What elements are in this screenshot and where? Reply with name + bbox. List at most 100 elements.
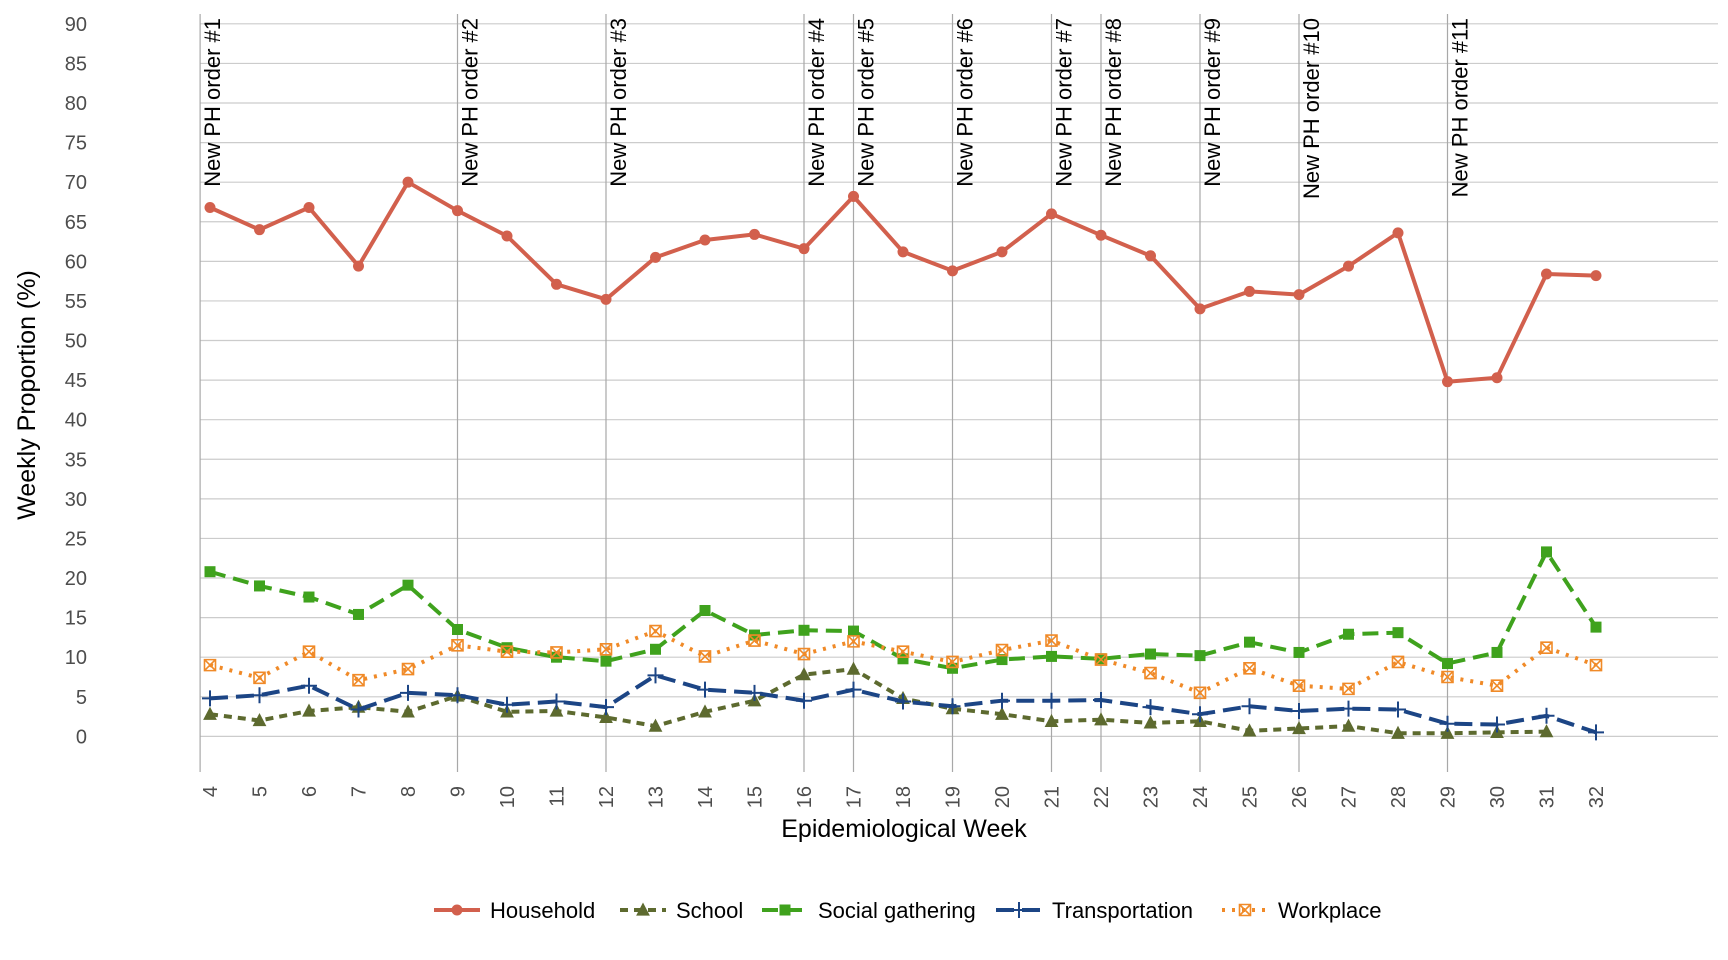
y-tick-label: 75 xyxy=(65,133,87,155)
x-tick-label: 5 xyxy=(250,786,272,797)
data-point-transportation xyxy=(697,681,713,698)
x-tick-label: 12 xyxy=(596,786,618,808)
x-tick-label: 21 xyxy=(1042,786,1064,808)
y-tick-label: 70 xyxy=(65,172,87,194)
data-point-transportation xyxy=(796,692,812,709)
y-tick-label: 5 xyxy=(76,687,87,709)
order-marker-layer: New PH order #1 New PH order #2 New PH ord… xyxy=(199,14,1473,772)
series-transportation xyxy=(202,667,1604,741)
data-point-workplace xyxy=(847,635,860,648)
data-point-social-gathering xyxy=(254,580,265,592)
data-point-workplace xyxy=(1243,661,1256,675)
legend-item-social-gathering: Social gathering xyxy=(762,898,976,923)
data-point-social-gathering xyxy=(600,655,612,667)
x-tick-label: 29 xyxy=(1438,786,1460,808)
data-point-household xyxy=(551,278,562,290)
data-point-household xyxy=(1145,250,1156,262)
data-point-household xyxy=(402,176,414,188)
data-point-social-gathering xyxy=(452,623,463,635)
data-point-school xyxy=(252,713,267,727)
y-tick-label: 10 xyxy=(65,647,87,669)
x-tick-label: 4 xyxy=(200,786,222,797)
data-point-transportation xyxy=(449,687,466,704)
data-point-workplace xyxy=(550,646,563,659)
data-point-school xyxy=(995,706,1009,720)
data-point-workplace xyxy=(253,671,266,685)
data-point-workplace xyxy=(1094,653,1108,666)
y-tick-label: 20 xyxy=(65,568,87,590)
data-point-workplace xyxy=(599,642,613,656)
data-point-workplace xyxy=(698,650,712,663)
data-point-social-gathering xyxy=(1293,646,1305,658)
data-point-school xyxy=(648,718,663,732)
data-point-transportation xyxy=(944,698,961,715)
data-point-school xyxy=(203,706,217,720)
x-tick-label: 20 xyxy=(992,786,1014,808)
legend-label-school: School xyxy=(676,898,743,923)
x-tick-label: 10 xyxy=(497,786,519,808)
data-point-workplace xyxy=(748,634,761,647)
series-workplace xyxy=(203,624,1603,700)
data-point-social-gathering xyxy=(402,579,414,591)
x-tick-label: 8 xyxy=(398,786,420,797)
data-point-social-gathering xyxy=(996,654,1008,666)
y-axis-title: Weekly Proportion (%) xyxy=(13,270,41,520)
data-point-workplace xyxy=(1292,679,1306,693)
y-tick-label: 25 xyxy=(65,528,87,550)
data-point-workplace xyxy=(896,645,910,658)
x-tick-label: 11 xyxy=(547,786,569,807)
data-point-school xyxy=(797,667,811,681)
data-point-household xyxy=(1194,303,1206,315)
data-point-social-gathering xyxy=(947,662,958,674)
legend-item-household: Household xyxy=(434,898,595,923)
data-point-household xyxy=(996,246,1008,258)
x-tick-label: 18 xyxy=(893,786,915,808)
data-point-school xyxy=(401,704,415,718)
data-point-household xyxy=(452,205,463,217)
data-point-school xyxy=(1292,720,1306,735)
data-point-workplace xyxy=(500,645,514,658)
order-marker-label: New PH order #7 xyxy=(1052,18,1077,187)
data-point-workplace xyxy=(1193,686,1207,700)
data-point-school xyxy=(1341,718,1356,732)
data-point-social-gathering xyxy=(1541,546,1552,558)
y-tick-label: 45 xyxy=(65,370,87,392)
data-point-transportation xyxy=(895,693,911,710)
data-point-workplace xyxy=(1391,655,1405,669)
data-point-household xyxy=(1491,372,1503,384)
data-point-household xyxy=(501,230,513,242)
data-point-transportation xyxy=(1390,701,1406,718)
y-tick-label: 40 xyxy=(65,410,87,432)
legend-item-school: School xyxy=(620,898,743,923)
data-point-workplace xyxy=(995,643,1009,657)
x-tick-label: 16 xyxy=(794,786,816,808)
x-tick-label: 30 xyxy=(1487,786,1509,808)
series-layer xyxy=(202,176,1604,741)
data-point-transportation xyxy=(598,699,614,716)
series-school xyxy=(203,661,1554,739)
data-point-transportation xyxy=(1142,699,1159,716)
order-marker-label: New PH order #1 xyxy=(200,18,225,187)
data-point-household xyxy=(1541,268,1552,280)
x-tick-label: 32 xyxy=(1586,786,1608,808)
series-line-household xyxy=(209,180,1597,384)
data-point-household xyxy=(749,228,760,240)
data-point-school xyxy=(698,704,712,718)
data-point-social-gathering xyxy=(650,643,661,655)
data-point-household xyxy=(897,246,909,258)
data-point-workplace xyxy=(649,624,662,638)
series-line-school xyxy=(209,667,1547,736)
data-point-household xyxy=(1244,285,1255,297)
legend-label-workplace: Workplace xyxy=(1278,898,1382,923)
data-point-school xyxy=(549,703,564,717)
data-point-workplace xyxy=(1045,634,1058,647)
x-tick-label: 22 xyxy=(1091,786,1113,808)
data-point-workplace xyxy=(1490,679,1504,693)
data-point-household xyxy=(204,202,216,214)
data-point-household xyxy=(254,224,265,236)
data-point-social-gathering xyxy=(1442,658,1453,670)
x-tick-label: 6 xyxy=(299,786,321,797)
data-point-household xyxy=(353,260,364,272)
